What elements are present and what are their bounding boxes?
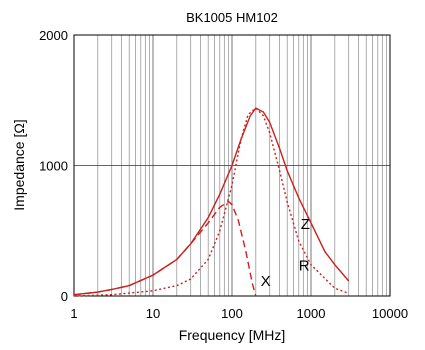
plot-frame (73, 34, 391, 297)
y-tick-label: 0 (61, 289, 68, 304)
x-axis-title: Frequency [MHz] (179, 327, 286, 343)
tick-labels: 1 10 100 1000 10000 0 1000 2000 (39, 28, 408, 321)
x-tick-label: 1000 (297, 306, 326, 321)
x-tick-label: 100 (221, 306, 243, 321)
series-labels: Z R X (261, 216, 310, 290)
x-tick-label: 10 (146, 306, 160, 321)
y-axis-title: Impedance [Ω] (11, 119, 27, 210)
y-tick-label: 2000 (39, 28, 68, 43)
series-line-x (73, 200, 257, 297)
grid-lines (74, 35, 390, 296)
x-tick-label: 1 (70, 306, 77, 321)
series-line-r (73, 107, 349, 297)
series-label-r: R (299, 258, 310, 275)
chart-title: BK1005 HM102 (186, 10, 278, 25)
x-tick-label: 10000 (372, 306, 408, 321)
series-lines (73, 107, 350, 297)
series-label-z: Z (301, 216, 310, 233)
y-tick-label: 1000 (39, 159, 68, 174)
series-label-x: X (261, 273, 271, 290)
